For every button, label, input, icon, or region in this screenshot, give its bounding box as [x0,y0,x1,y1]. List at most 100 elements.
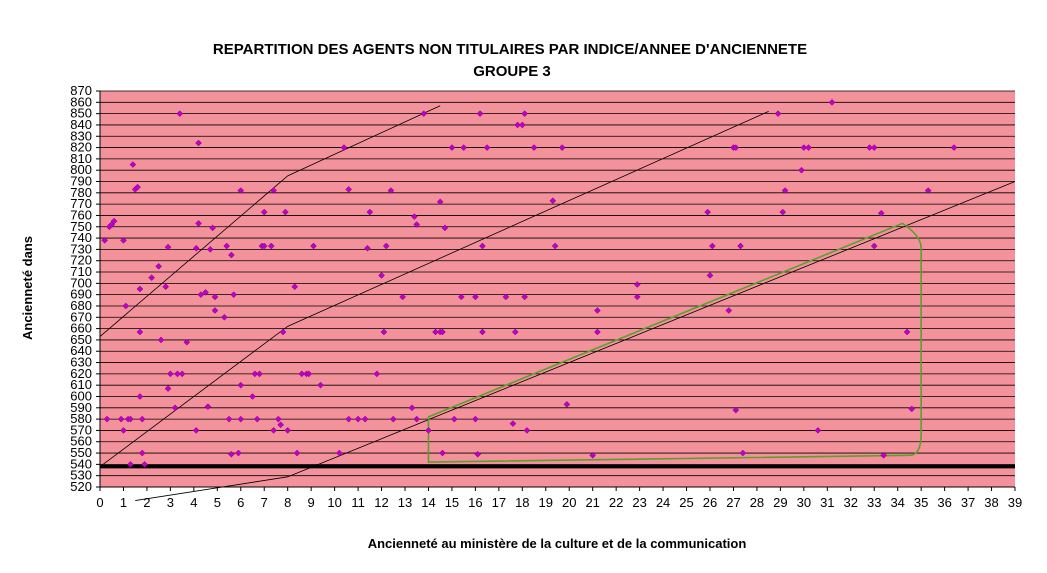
x-tick-label: 19 [539,495,553,510]
data-point [281,208,289,216]
x-tick-label: 9 [308,495,315,510]
x-tick-label: 14 [421,495,435,510]
plot-area [100,91,1015,487]
y-axis-label: Ancienneté dans [20,236,35,340]
x-tick-label: 21 [585,495,599,510]
data-point [220,313,228,321]
data-points [101,98,958,468]
data-point [828,98,836,106]
data-point [157,336,165,344]
x-tick-label: 39 [1008,495,1022,510]
y-tick-label: 540 [70,456,92,471]
data-point [279,328,287,336]
data-point [364,244,371,252]
data-point [413,221,421,228]
data-point [235,449,242,457]
data-point [202,289,209,296]
y-tick-label: 720 [70,253,92,268]
data-point [155,263,163,270]
y-tick-label: 550 [70,445,92,460]
data-point [270,187,277,194]
x-tick-label: 31 [820,495,834,510]
data-point [530,144,538,151]
y-tick-label: 870 [70,83,92,98]
data-point [732,406,740,414]
x-tick-label: 8 [284,495,291,510]
data-point [950,144,958,151]
data-point [441,224,449,232]
data-point [335,449,343,457]
x-tick-labels: 0 1 2 3 4 5 6 7 8 9 10 11 12 13 14 15 16 17 18 19 20 21 22 23 24… [96,495,1022,510]
x-tick-label: 6 [237,495,244,510]
data-point [870,144,878,151]
y-tick-label: 820 [70,140,92,155]
chart-title: REPARTITION DES AGENTS NON TITULAIRES PA… [213,41,807,58]
y-tick-label: 600 [70,388,92,403]
data-point [408,404,416,412]
data-point [148,274,155,282]
data-point [293,449,301,457]
data-point [178,370,186,378]
data-point [594,307,601,314]
gridlines [100,90,1015,477]
y-tick-label: 730 [70,241,92,256]
data-point [877,209,885,217]
data-point [800,144,808,151]
data-point [880,451,887,459]
data-point [127,461,134,468]
data-point [633,281,641,288]
data-point [260,208,268,216]
data-point [260,242,268,250]
data-point [277,421,285,429]
y-tick-label: 850 [70,106,92,121]
y-tick-label: 810 [70,151,92,166]
data-point [425,427,432,434]
data-point [436,198,444,206]
data-point [270,427,277,434]
data-point [183,338,191,346]
x-tick-label: 29 [773,495,787,510]
y-tick-label: 670 [70,309,92,324]
y-tick-label: 530 [70,468,92,483]
data-point [228,251,235,259]
data-point [387,187,395,194]
x-tick-label: 18 [515,495,529,510]
data-point [110,217,118,225]
data-point [164,385,172,392]
data-point [284,427,292,434]
y-tick-label: 690 [70,287,92,302]
data-point [192,427,200,434]
data-point [903,328,911,336]
x-tick-label: 11 [351,495,365,510]
data-point [380,328,388,336]
y-tick-label: 610 [70,377,92,392]
y-tick-label: 580 [70,411,92,426]
y-tick-label: 860 [70,94,92,109]
y-tick-label: 630 [70,355,92,370]
data-point [206,246,214,253]
data-point [136,393,144,400]
x-tick-label: 1 [120,495,127,510]
data-point [253,415,261,423]
axes [96,90,1016,491]
data-point [924,187,932,194]
data-point [373,370,381,378]
data-point [389,415,397,423]
data-point [420,110,428,117]
data-point [176,110,184,117]
data-point [192,244,200,252]
data-point [457,293,465,301]
data-point [204,403,212,411]
data-point [127,415,134,423]
data-point [521,110,529,117]
data-point [476,110,484,117]
data-point [432,328,439,336]
data-point [223,242,231,250]
data-point [237,187,245,194]
y-tick-label: 640 [70,343,92,358]
data-point [704,208,712,216]
data-point [305,370,313,378]
data-point [136,328,144,336]
data-point [558,144,566,151]
data-point [310,242,317,250]
